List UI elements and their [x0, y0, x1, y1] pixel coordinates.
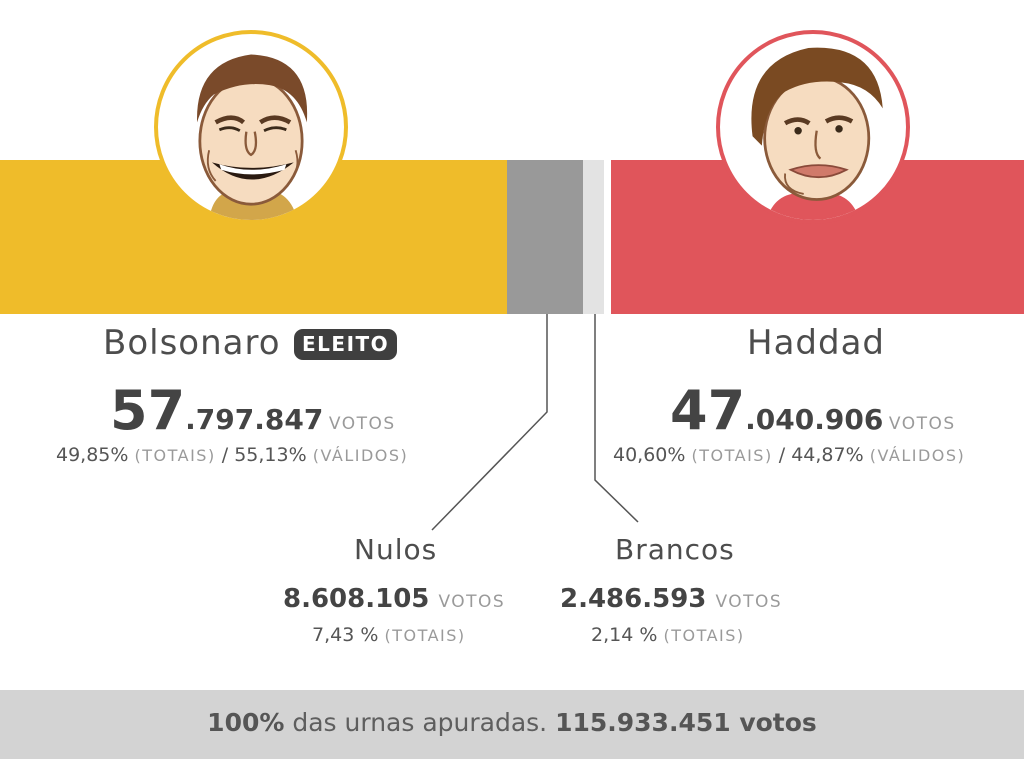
haddad-name: Haddad — [747, 323, 885, 363]
bolsonaro-percentages: 49,85% (TOTAIS) / 55,13% (VÁLIDOS) — [56, 446, 408, 465]
brancos-pct: 2,14 % — [591, 624, 658, 646]
bolsonaro-portrait — [154, 30, 348, 224]
nulos-percentage: 7,43 % (TOTAIS) — [312, 626, 466, 645]
haddad-votes: 47.040.906 VOTOS — [670, 384, 956, 438]
haddad-pct-totais: 40,60% — [613, 444, 686, 466]
bolsonaro-tag-totais: (TOTAIS) — [134, 446, 216, 465]
haddad-portrait — [716, 30, 910, 224]
nulos-votes: 8.608.105 VOTOS — [283, 586, 505, 612]
brancos-name: Brancos — [615, 533, 735, 566]
nulos-name: Nulos — [354, 533, 438, 566]
bolsonaro-votes-rest: .797.847 — [185, 403, 324, 436]
bolsonaro-pct-totais: 49,85% — [56, 444, 129, 466]
haddad-votes-unit: VOTOS — [888, 414, 956, 434]
brancos-votes: 2.486.593 VOTOS — [560, 586, 782, 612]
footer-summary: 100% das urnas apuradas. 115.933.451 vot… — [0, 690, 1024, 759]
brancos-votes-unit: VOTOS — [715, 592, 783, 612]
haddad-votes-rest: .040.906 — [745, 403, 884, 436]
bolsonaro-pct-validos: 55,13% — [234, 444, 307, 466]
brancos-votes-value: 2.486.593 — [560, 584, 707, 614]
nulos-pct: 7,43 % — [312, 624, 379, 646]
bar-nulos — [507, 160, 583, 314]
nulos-tag: (TOTAIS) — [384, 626, 466, 645]
haddad-tag-validos: (VÁLIDOS) — [869, 446, 966, 465]
haddad-separator: / — [778, 444, 786, 466]
footer-pct: 100% — [207, 708, 285, 737]
nulos-votes-unit: VOTOS — [438, 592, 506, 612]
bolsonaro-votes: 57.797.847 VOTOS — [110, 384, 396, 438]
haddad-percentages: 40,60% (TOTAIS) / 44,87% (VÁLIDOS) — [613, 446, 965, 465]
brancos-percentage: 2,14 % (TOTAIS) — [591, 626, 745, 645]
footer-total: 115.933.451 votos — [555, 708, 817, 737]
bolsonaro-votes-unit: VOTOS — [328, 414, 396, 434]
bolsonaro-tag-validos: (VÁLIDOS) — [312, 446, 409, 465]
nulos-votes-value: 8.608.105 — [283, 584, 430, 614]
bolsonaro-votes-millions: 57 — [110, 379, 186, 442]
bar-brancos — [582, 160, 605, 314]
eleito-badge: ELEITO — [294, 329, 398, 360]
haddad-caricature-icon — [751, 47, 883, 220]
nulos-connector — [431, 314, 548, 531]
haddad-pct-validos: 44,87% — [791, 444, 864, 466]
bolsonaro-caricature-icon — [197, 54, 308, 220]
brancos-tag: (TOTAIS) — [663, 626, 745, 645]
bolsonaro-separator: / — [221, 444, 229, 466]
brancos-connector — [594, 314, 639, 523]
bolsonaro-name: Bolsonaro — [103, 323, 281, 363]
haddad-tag-totais: (TOTAIS) — [691, 446, 773, 465]
haddad-votes-millions: 47 — [670, 379, 746, 442]
footer-text: das urnas apuradas. — [284, 708, 556, 737]
